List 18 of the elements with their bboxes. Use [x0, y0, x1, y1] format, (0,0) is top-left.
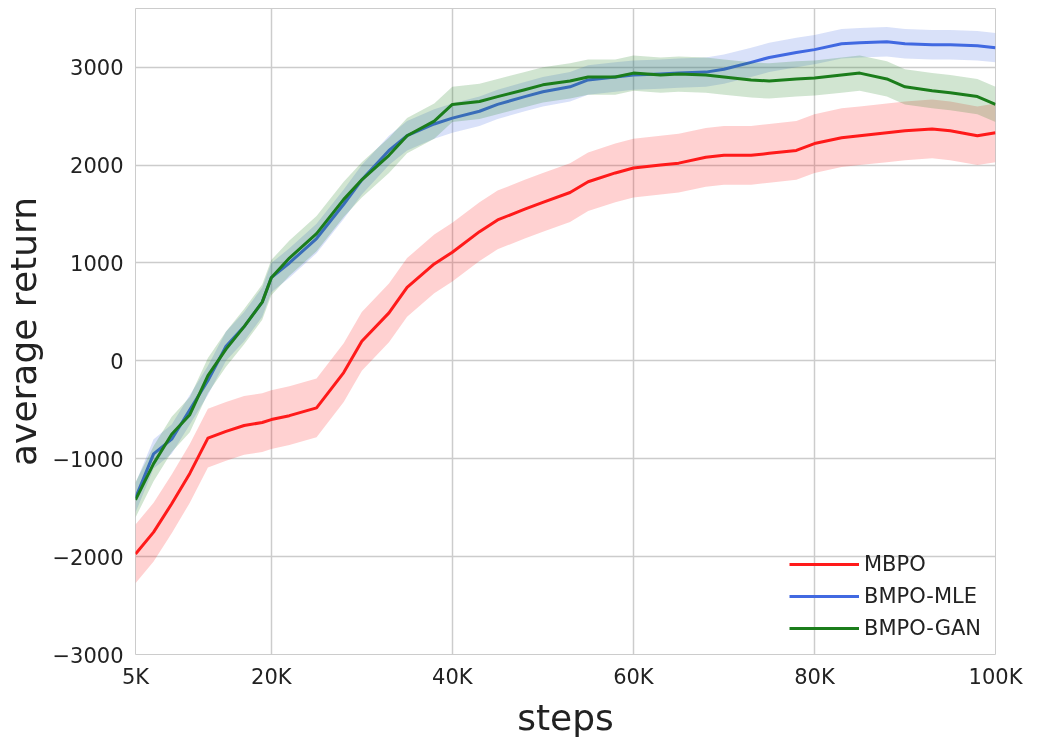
- legend-label: BMPO-GAN: [864, 616, 981, 640]
- y-tick-label: −3000: [52, 643, 124, 668]
- legend-label: BMPO-MLE: [864, 584, 977, 608]
- y-tick-label: 3000: [70, 56, 124, 81]
- legend-label: MBPO: [864, 552, 926, 576]
- x-tick-label: 5K: [121, 664, 151, 689]
- y-tick-label: 0: [110, 349, 124, 374]
- x-tick-label: 100K: [968, 664, 1024, 689]
- x-axis-title: steps: [517, 696, 614, 738]
- x-tick-label: 20K: [251, 664, 293, 689]
- y-tick-label: −1000: [52, 447, 124, 472]
- x-tick-label: 80K: [794, 664, 836, 689]
- x-tick-label: 60K: [613, 664, 655, 689]
- y-tick-label: 1000: [70, 251, 124, 276]
- y-axis-title: average return: [3, 197, 45, 466]
- y-tick-label: 2000: [70, 154, 124, 179]
- x-tick-label: 40K: [432, 664, 474, 689]
- y-tick-label: −2000: [52, 545, 124, 570]
